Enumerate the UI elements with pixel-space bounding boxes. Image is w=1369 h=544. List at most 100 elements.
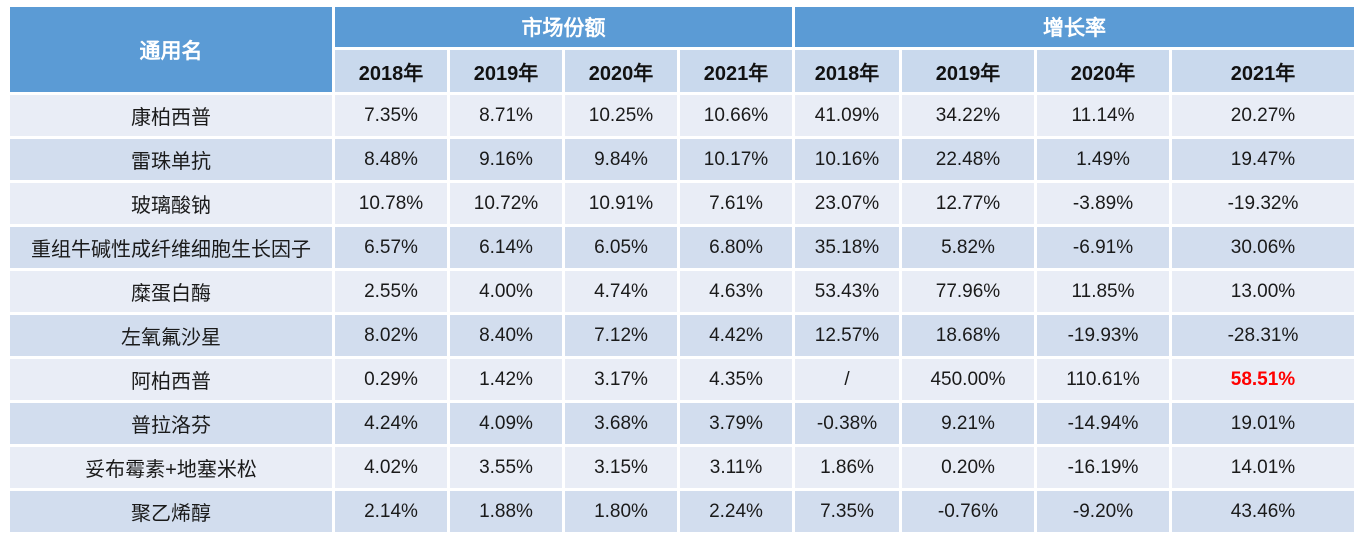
- growth-rate-cell: 11.14%: [1037, 95, 1169, 136]
- market-share-cell: 0.29%: [335, 359, 447, 400]
- table-body: 康柏西普 7.35% 8.71% 10.25% 10.66% 41.09% 34.22% 11…: [10, 95, 1354, 532]
- drug-name-cell: 阿柏西普: [10, 359, 332, 400]
- table-row: 糜蛋白酶 2.55% 4.00% 4.74% 4.63% 53.43% 77.96% 11.8…: [10, 271, 1354, 312]
- market-share-cell: 10.91%: [565, 183, 677, 224]
- market-share-cell: 3.68%: [565, 403, 677, 444]
- market-share-cell: 7.61%: [680, 183, 792, 224]
- year-header-row: 2018年 2019年 2020年 2021年 2018年 2019年 2020…: [10, 50, 1354, 92]
- market-share-cell: 4.74%: [565, 271, 677, 312]
- growth-rate-cell: 35.18%: [795, 227, 899, 268]
- market-share-cell: 4.02%: [335, 447, 447, 488]
- market-share-cell: 2.24%: [680, 491, 792, 532]
- growth-rate-cell: 19.01%: [1172, 403, 1354, 444]
- market-share-cell: 8.02%: [335, 315, 447, 356]
- market-share-cell: 8.71%: [450, 95, 562, 136]
- table-row: 聚乙烯醇 2.14% 1.88% 1.80% 2.24% 7.35% -0.76% -9.20…: [10, 491, 1354, 532]
- table-row: 妥布霉素+地塞米松 4.02% 3.55% 3.15% 3.11% 1.86% 0.20% -…: [10, 447, 1354, 488]
- growth-rate-cell: 34.22%: [902, 95, 1034, 136]
- name-column-header: 通用名: [10, 7, 332, 92]
- market-share-cell: 1.42%: [450, 359, 562, 400]
- growth-rate-cell: 58.51%: [1172, 359, 1354, 400]
- growth-rate-cell: 0.20%: [902, 447, 1034, 488]
- growth-rate-cell: 9.21%: [902, 403, 1034, 444]
- market-share-cell: 6.14%: [450, 227, 562, 268]
- growth-rate-cell: /: [795, 359, 899, 400]
- market-share-cell: 6.57%: [335, 227, 447, 268]
- growth-rate-cell: 110.61%: [1037, 359, 1169, 400]
- table-row: 康柏西普 7.35% 8.71% 10.25% 10.66% 41.09% 34.22% 11…: [10, 95, 1354, 136]
- market-share-cell: 10.66%: [680, 95, 792, 136]
- growth-rate-cell: 1.86%: [795, 447, 899, 488]
- market-share-cell: 6.05%: [565, 227, 677, 268]
- market-share-cell: 9.84%: [565, 139, 677, 180]
- growth-rate-cell: 450.00%: [902, 359, 1034, 400]
- market-share-cell: 4.09%: [450, 403, 562, 444]
- growth-rate-cell: 20.27%: [1172, 95, 1354, 136]
- market-share-cell: 8.48%: [335, 139, 447, 180]
- drug-name-cell: 重组牛碱性成纤维细胞生长因子: [10, 227, 332, 268]
- market-share-cell: 4.00%: [450, 271, 562, 312]
- growth-rate-cell: -6.91%: [1037, 227, 1169, 268]
- growth-rate-cell: 18.68%: [902, 315, 1034, 356]
- market-share-cell: 2.14%: [335, 491, 447, 532]
- market-share-cell: 4.42%: [680, 315, 792, 356]
- drug-name-cell: 妥布霉素+地塞米松: [10, 447, 332, 488]
- table-row: 普拉洛芬 4.24% 4.09% 3.68% 3.79% -0.38% 9.21% -14.9…: [10, 403, 1354, 444]
- growth-rate-cell: -14.94%: [1037, 403, 1169, 444]
- growth-rate-cell: -19.93%: [1037, 315, 1169, 356]
- growth-rate-cell: 10.16%: [795, 139, 899, 180]
- market-share-cell: 10.72%: [450, 183, 562, 224]
- year-header-market-share-2018: 2018年: [335, 50, 447, 92]
- market-share-cell: 3.79%: [680, 403, 792, 444]
- growth-rate-cell: -9.20%: [1037, 491, 1169, 532]
- growth-rate-cell: 12.57%: [795, 315, 899, 356]
- growth-rate-group-header: 增长率: [795, 7, 1354, 47]
- drug-name-cell: 糜蛋白酶: [10, 271, 332, 312]
- drug-name-cell: 左氧氟沙星: [10, 315, 332, 356]
- market-share-group-header: 市场份额: [335, 7, 792, 47]
- growth-rate-cell: 22.48%: [902, 139, 1034, 180]
- growth-rate-cell: 77.96%: [902, 271, 1034, 312]
- market-share-cell: 3.15%: [565, 447, 677, 488]
- year-header-growth-2021: 2021年: [1172, 50, 1354, 92]
- growth-rate-cell: 41.09%: [795, 95, 899, 136]
- growth-rate-cell: 5.82%: [902, 227, 1034, 268]
- market-share-cell: 1.80%: [565, 491, 677, 532]
- table-row: 重组牛碱性成纤维细胞生长因子 6.57% 6.14% 6.05% 6.80% 35.18%…: [10, 227, 1354, 268]
- table-row: 玻璃酸钠 10.78% 10.72% 10.91% 7.61% 23.07% 12.77% -…: [10, 183, 1354, 224]
- drug-name-cell: 康柏西普: [10, 95, 332, 136]
- growth-rate-cell: 19.47%: [1172, 139, 1354, 180]
- market-share-cell: 2.55%: [335, 271, 447, 312]
- drug-name-cell: 雷珠单抗: [10, 139, 332, 180]
- drug-name-cell: 玻璃酸钠: [10, 183, 332, 224]
- year-header-market-share-2021: 2021年: [680, 50, 792, 92]
- year-header-market-share-2020: 2020年: [565, 50, 677, 92]
- market-share-cell: 7.12%: [565, 315, 677, 356]
- table-row: 雷珠单抗 8.48% 9.16% 9.84% 10.17% 10.16% 22.48% 1.4…: [10, 139, 1354, 180]
- drug-name-cell: 普拉洛芬: [10, 403, 332, 444]
- market-share-cell: 6.80%: [680, 227, 792, 268]
- growth-rate-cell: 1.49%: [1037, 139, 1169, 180]
- growth-rate-cell: 53.43%: [795, 271, 899, 312]
- market-share-cell: 3.11%: [680, 447, 792, 488]
- growth-rate-cell: 23.07%: [795, 183, 899, 224]
- market-share-cell: 1.88%: [450, 491, 562, 532]
- growth-rate-cell: 14.01%: [1172, 447, 1354, 488]
- year-header-growth-2019: 2019年: [902, 50, 1034, 92]
- market-share-cell: 7.35%: [335, 95, 447, 136]
- group-header-row: 通用名 市场份额 增长率: [10, 7, 1354, 92]
- growth-rate-cell: -0.38%: [795, 403, 899, 444]
- year-header-market-share-2019: 2019年: [450, 50, 562, 92]
- growth-rate-cell: -28.31%: [1172, 315, 1354, 356]
- drug-name-cell: 聚乙烯醇: [10, 491, 332, 532]
- market-share-cell: 8.40%: [450, 315, 562, 356]
- growth-rate-cell: 13.00%: [1172, 271, 1354, 312]
- market-share-cell: 10.78%: [335, 183, 447, 224]
- growth-rate-cell: 12.77%: [902, 183, 1034, 224]
- table-row: 阿柏西普 0.29% 1.42% 3.17% 4.35%/450.00% 110.61% 5…: [10, 359, 1354, 400]
- market-share-cell: 3.55%: [450, 447, 562, 488]
- market-share-cell: 10.25%: [565, 95, 677, 136]
- page-canvas: 通用名 市场份额 增长率 2018年 2019年 2020年 2021年 201…: [0, 4, 1369, 544]
- market-share-cell: 3.17%: [565, 359, 677, 400]
- table-row: 左氧氟沙星 8.02% 8.40% 7.12% 4.42% 12.57% 18.68% -19…: [10, 315, 1354, 356]
